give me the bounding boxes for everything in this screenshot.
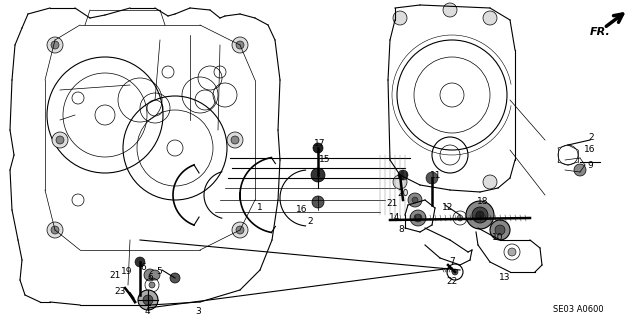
Circle shape <box>495 225 505 235</box>
Text: 23: 23 <box>115 287 125 296</box>
Circle shape <box>227 132 243 148</box>
Circle shape <box>144 269 156 281</box>
Circle shape <box>412 197 418 203</box>
Text: 9: 9 <box>587 160 593 169</box>
Circle shape <box>52 132 68 148</box>
Text: 13: 13 <box>499 273 511 283</box>
Text: 17: 17 <box>314 139 326 149</box>
Circle shape <box>393 11 407 25</box>
Text: 15: 15 <box>319 155 331 165</box>
Text: 8: 8 <box>398 226 404 234</box>
Circle shape <box>466 201 494 229</box>
Text: 16: 16 <box>296 205 308 214</box>
Circle shape <box>236 41 244 49</box>
Text: 5: 5 <box>156 268 162 277</box>
Circle shape <box>312 196 324 208</box>
Circle shape <box>51 41 59 49</box>
Text: 14: 14 <box>389 213 401 222</box>
Text: 6: 6 <box>140 263 146 272</box>
Circle shape <box>313 143 323 153</box>
Circle shape <box>47 222 63 238</box>
Text: 12: 12 <box>442 204 454 212</box>
Circle shape <box>483 175 497 189</box>
Circle shape <box>135 257 145 267</box>
Text: 1: 1 <box>257 204 263 212</box>
Text: 4: 4 <box>144 308 150 316</box>
Circle shape <box>452 269 458 275</box>
Text: 6: 6 <box>147 273 153 283</box>
Text: 2: 2 <box>307 218 313 226</box>
Circle shape <box>398 170 408 180</box>
Circle shape <box>457 215 463 221</box>
Text: 20: 20 <box>397 189 409 197</box>
Circle shape <box>472 207 488 223</box>
Circle shape <box>490 220 510 240</box>
Circle shape <box>393 175 407 189</box>
Text: SE03 A0600: SE03 A0600 <box>553 306 604 315</box>
Circle shape <box>232 37 248 53</box>
Circle shape <box>408 193 422 207</box>
Circle shape <box>443 3 457 17</box>
Text: 3: 3 <box>195 308 201 316</box>
Text: 21: 21 <box>387 199 397 209</box>
Circle shape <box>232 222 248 238</box>
Circle shape <box>483 11 497 25</box>
Text: 16: 16 <box>584 145 596 154</box>
Circle shape <box>414 214 422 222</box>
Text: 10: 10 <box>492 234 504 242</box>
Circle shape <box>150 270 160 280</box>
Circle shape <box>426 172 438 184</box>
Text: 18: 18 <box>477 197 489 206</box>
Circle shape <box>231 136 239 144</box>
Circle shape <box>56 136 64 144</box>
Text: 21: 21 <box>109 271 121 280</box>
Circle shape <box>170 273 180 283</box>
Text: 22: 22 <box>446 278 458 286</box>
Text: FR.: FR. <box>590 27 611 37</box>
Circle shape <box>311 168 325 182</box>
Circle shape <box>149 282 155 288</box>
Circle shape <box>138 290 158 310</box>
Circle shape <box>508 248 516 256</box>
Text: 19: 19 <box>121 268 132 277</box>
Text: 7: 7 <box>449 257 455 266</box>
Circle shape <box>143 295 153 305</box>
Circle shape <box>47 37 63 53</box>
Circle shape <box>236 226 244 234</box>
Circle shape <box>476 211 484 219</box>
Circle shape <box>574 164 586 176</box>
Text: 11: 11 <box>430 170 442 180</box>
Circle shape <box>410 210 426 226</box>
Text: 2: 2 <box>588 132 594 142</box>
Circle shape <box>51 226 59 234</box>
